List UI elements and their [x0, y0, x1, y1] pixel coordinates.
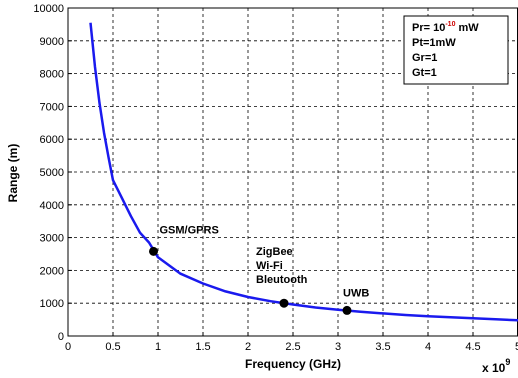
x-tick-label: 4 — [425, 341, 431, 353]
y-tick-label: 7000 — [40, 101, 64, 113]
point-annotation: ZigBee — [256, 246, 293, 258]
x-tick-label: 0.5 — [105, 341, 120, 353]
y-tick-label: 9000 — [40, 36, 64, 48]
point-annotation: UWB — [343, 287, 369, 299]
x-axis-label: Frequency (GHz) — [245, 357, 341, 371]
legend-entry: Gr=1 — [412, 52, 437, 64]
x-tick-label: 0 — [65, 341, 71, 353]
y-tick-label: 10000 — [33, 3, 64, 15]
x-tick-label: 3 — [335, 341, 341, 353]
y-tick-label: 6000 — [40, 134, 64, 146]
range-curve — [89, 22, 518, 322]
point-layer: GSM/GPRS ZigBee Wi-Fi Bleutooth UWB — [149, 224, 369, 315]
legend-entry: Pt=1mW — [412, 37, 456, 49]
legend-entry: Pr= 10-10 mW — [412, 21, 479, 34]
x-tick-label: 2 — [245, 341, 251, 353]
y-tick-label: 0 — [58, 331, 64, 343]
x-tick-label: 1.5 — [195, 341, 210, 353]
y-tick-label: 8000 — [40, 69, 64, 81]
y-tick-label: 4000 — [40, 200, 64, 212]
marker-point — [149, 246, 158, 256]
x-multiplier-base: x 10 — [482, 361, 506, 375]
y-tick-label: 1000 — [40, 298, 64, 310]
x-tick-label: 2.5 — [285, 341, 300, 353]
x-axis-multiplier: x 109 — [482, 357, 510, 375]
series-layer — [89, 22, 518, 322]
tick-layer: 0 0.5 1 1.5 2 2.5 3 3.5 4 4.5 5 0 1000 2000 3000 4000 50… — [33, 3, 518, 353]
point-annotation: GSM/GPRS — [160, 224, 219, 236]
x-multiplier-exponent: 9 — [505, 357, 510, 367]
y-axis-label: Range (m) — [6, 144, 20, 203]
y-tick-label: 2000 — [40, 265, 64, 277]
x-tick-label: 4.5 — [465, 341, 480, 353]
marker-point — [342, 305, 352, 315]
legend-box: Pr= 10-10 mW Pt=1mW Gr=1 Gt=1 — [403, 15, 509, 85]
x-tick-label: 5 — [515, 341, 518, 353]
x-tick-label: 1 — [155, 341, 161, 353]
y-tick-label: 3000 — [40, 233, 64, 245]
point-annotation: Wi-Fi — [256, 260, 283, 272]
x-tick-label: 3.5 — [375, 341, 390, 353]
y-tick-label: 5000 — [40, 167, 64, 179]
legend-entry: Gt=1 — [412, 67, 437, 79]
marker-point — [279, 298, 289, 308]
legend-frame — [403, 15, 509, 85]
point-annotation: Bleutooth — [256, 274, 308, 286]
